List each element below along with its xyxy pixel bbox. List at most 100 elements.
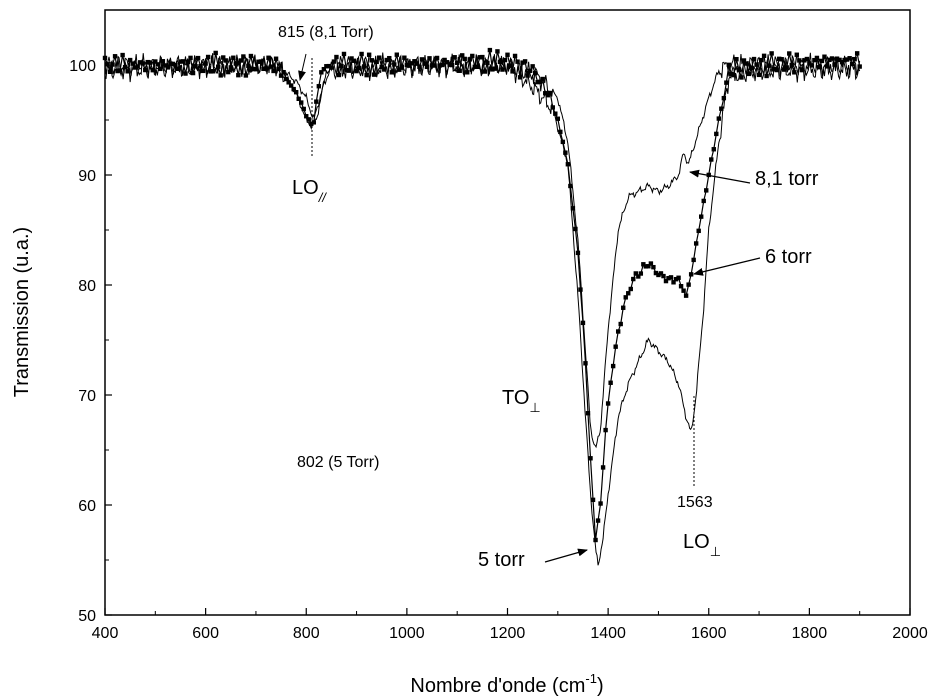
series-point-6-torr <box>631 276 636 282</box>
series-point-6-torr <box>208 69 213 74</box>
series-point-6-torr <box>351 58 357 63</box>
series-point-6-torr <box>316 84 322 89</box>
series-point-6-torr <box>369 58 374 63</box>
series-point-6-torr <box>522 59 528 64</box>
series-point-6-torr <box>354 68 359 74</box>
series-point-6-torr <box>107 69 113 75</box>
series-point-6-torr <box>829 56 835 61</box>
series-point-6-torr <box>754 62 759 67</box>
series-point-6-torr <box>210 69 216 74</box>
series-point-6-torr <box>153 59 158 64</box>
series-point-6-torr <box>759 57 764 63</box>
series-point-6-torr <box>842 57 847 63</box>
series-point-6-torr <box>394 52 400 57</box>
series-point-6-torr <box>120 52 125 58</box>
series-point-6-torr <box>515 59 520 64</box>
series-point-6-torr <box>226 69 231 75</box>
series-point-6-torr <box>271 68 276 74</box>
series-point-6-torr <box>691 257 696 263</box>
series-point-6-torr <box>442 57 447 63</box>
series-point-6-torr <box>422 61 427 66</box>
series-point-6-torr <box>761 53 767 59</box>
series-point-6-torr <box>648 261 654 266</box>
series-point-6-torr <box>608 380 613 385</box>
series-point-6-torr <box>349 56 354 61</box>
series-point-6-torr <box>628 286 633 292</box>
series-point-6-torr <box>329 65 334 70</box>
series-point-6-torr <box>268 64 274 69</box>
series-point-6-torr <box>482 69 488 74</box>
series-point-6-torr <box>138 60 143 65</box>
series-point-6-torr <box>475 64 480 69</box>
series-point-6-torr <box>309 121 314 127</box>
series-point-6-torr <box>804 56 810 62</box>
series-point-6-torr <box>548 90 553 96</box>
series-point-6-torr <box>699 214 704 219</box>
series-point-6-torr <box>112 54 118 59</box>
series-point-6-torr <box>792 70 797 75</box>
series-point-6-torr <box>585 411 591 416</box>
series-point-6-torr <box>618 321 623 327</box>
series-point-6-torr <box>651 264 656 270</box>
series-point-6-torr <box>621 305 626 310</box>
series-point-6-torr <box>593 537 598 543</box>
series-point-6-torr <box>341 51 347 57</box>
series-point-6-torr <box>656 272 661 278</box>
series-point-6-torr <box>782 67 787 72</box>
series-point-6-torr <box>382 67 387 72</box>
series-point-6-torr <box>364 72 369 78</box>
series-point-6-torr <box>286 80 291 85</box>
lo-parallel-label: LO// <box>292 177 327 205</box>
series-label-8-1-torr: 8,1 torr <box>755 168 819 190</box>
series-point-6-torr <box>857 64 862 69</box>
series-point-6-torr <box>646 264 651 269</box>
series-point-6-torr <box>686 282 691 287</box>
series-point-6-torr <box>223 58 228 63</box>
series-point-6-torr <box>822 54 827 59</box>
series-point-6-torr <box>256 59 261 64</box>
series-point-6-torr <box>110 62 115 67</box>
series-point-6-torr <box>658 271 664 276</box>
series-point-6-torr <box>744 61 749 66</box>
series-point-6-torr <box>719 106 724 111</box>
series-point-6-torr <box>122 64 128 70</box>
series-point-6-torr <box>389 70 394 75</box>
series-point-6-torr <box>195 55 201 61</box>
arrow-5-torr <box>544 548 588 563</box>
x-axis-ticks: 400 600 800 1000 1200 1400 1600 1800 2000 <box>92 608 928 642</box>
series-point-6-torr <box>819 58 825 64</box>
series-point-6-torr <box>495 49 500 54</box>
series-point-6-torr <box>444 60 450 65</box>
y-axis-ticks: 50 60 70 80 90 100 <box>69 9 112 625</box>
series-point-6-torr <box>532 70 538 76</box>
series-point-6-torr <box>726 62 732 68</box>
series-point-6-torr <box>739 75 744 80</box>
x-tick-label: 400 <box>92 625 119 642</box>
series-point-6-torr <box>213 50 218 56</box>
series-point-6-torr <box>812 57 817 63</box>
series-point-6-torr <box>779 57 784 62</box>
series-point-6-torr <box>538 79 543 85</box>
series-point-6-torr <box>205 54 211 60</box>
series-point-6-torr <box>115 68 120 74</box>
series-point-6-torr <box>283 76 289 82</box>
series-point-6-torr <box>769 51 774 56</box>
series-point-6-torr <box>190 70 196 76</box>
series-point-6-torr <box>261 66 266 72</box>
series-point-6-torr <box>598 501 603 506</box>
series-point-6-torr <box>535 79 540 85</box>
series-point-6-torr <box>306 117 311 122</box>
series-point-6-torr <box>736 67 742 73</box>
series-point-6-torr <box>802 58 807 63</box>
series-point-6-torr <box>701 198 706 204</box>
series-point-6-torr <box>766 63 772 68</box>
series-layer <box>102 47 862 566</box>
series-point-6-torr <box>145 59 150 65</box>
series-point-6-torr <box>218 73 223 78</box>
lo-perp-label: LO⊥ <box>683 531 721 559</box>
series-point-6-torr <box>319 70 324 75</box>
series-point-6-torr <box>437 63 442 68</box>
series-point-6-torr <box>399 64 405 69</box>
arrow-815 <box>298 53 307 81</box>
series-point-6-torr <box>331 59 337 64</box>
